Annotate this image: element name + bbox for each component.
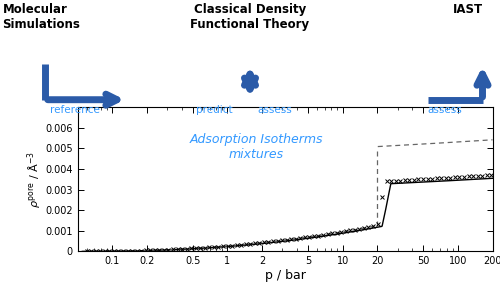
Text: Molecular
Simulations: Molecular Simulations — [2, 3, 80, 31]
Text: assess: assess — [428, 105, 462, 116]
Text: IAST: IAST — [452, 3, 482, 16]
Y-axis label: $\rho^\mathrm{pore}$ / Å$^{-3}$: $\rho^\mathrm{pore}$ / Å$^{-3}$ — [25, 151, 44, 208]
Text: predict: predict — [196, 105, 232, 116]
Text: Adsorption Isotherms
mixtures: Adsorption Isotherms mixtures — [189, 134, 322, 161]
Text: assess: assess — [258, 105, 292, 116]
X-axis label: p / bar: p / bar — [264, 269, 306, 282]
Text: reference: reference — [50, 105, 100, 116]
Text: Classical Density
Functional Theory: Classical Density Functional Theory — [190, 3, 310, 31]
